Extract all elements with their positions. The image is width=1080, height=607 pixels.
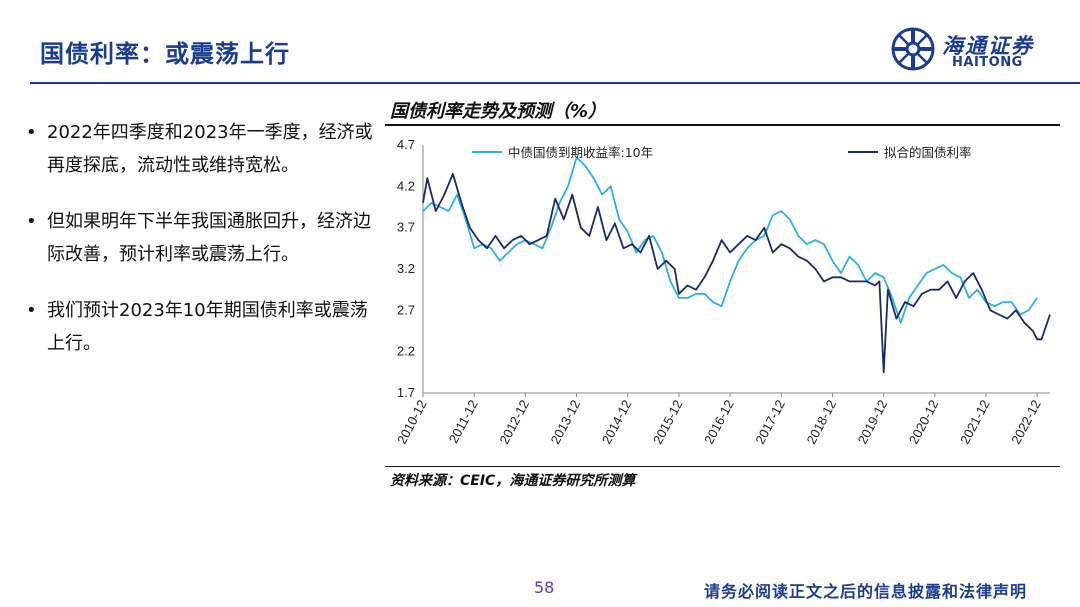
bullet-item: • 2022年四季度和2023年一季度，经济或再度探底，流动性或维持宽松。 [20, 116, 380, 182]
x-tick-label: 2015-12 [650, 397, 686, 446]
logo-english-text: HAITONG [952, 55, 1023, 70]
y-tick-label: 4.2 [397, 178, 415, 193]
bullet-dot: • [26, 211, 37, 232]
haitong-logo-icon [891, 27, 935, 71]
legend-label: 中债国债到期收益率:10年 [508, 145, 653, 160]
y-tick-label: 4.7 [397, 137, 415, 152]
series-lines [422, 156, 1051, 374]
legend-label: 拟合的国债利率 [884, 145, 972, 160]
series-line-1 [422, 156, 1038, 324]
x-tick-label: 2020-12 [906, 397, 942, 446]
y-tick-labels: 4.7 4.2 3.7 3.2 2.7 2.2 1.7 [397, 137, 415, 400]
chart-title: 国债利率走势及预测（%） [390, 101, 607, 122]
chart-axes [422, 145, 1050, 394]
y-tick-label: 3.2 [397, 261, 415, 276]
chart-source-note: 资料来源：CEIC，海通证券研究所测算 [390, 473, 636, 489]
company-logo: 海通证券 HAITONG [890, 26, 1060, 74]
chart-bottom-rule [385, 466, 1060, 467]
bullet-list: • 2022年四季度和2023年一季度，经济或再度探底，流动性或维持宽松。 • … [20, 116, 380, 360]
chart-legend: 中债国债到期收益率:10年 拟合的国债利率 [472, 145, 972, 160]
x-tick-label: 2018-12 [803, 397, 839, 446]
title-underline [30, 82, 1080, 84]
y-tick-label: 3.7 [397, 220, 415, 235]
legal-disclaimer[interactable]: 请务必阅读正文之后的信息披露和法律声明 [704, 582, 1028, 601]
logo-chinese-text: 海通证券 [942, 34, 1034, 58]
x-tick-label: 2013-12 [548, 397, 584, 446]
bullet-item: • 我们预计2023年10年期国债利率或震荡上行。 [20, 294, 380, 360]
x-tick-labels: 2010-12 2011-12 2012-12 2013-12 2014-12 2015-… [394, 393, 1044, 447]
rate-line-chart: 4.7 4.2 3.7 3.2 2.7 2.2 1.7 2010-12 2011-12 2012… [394, 137, 1051, 447]
x-tick-label: 2011-12 [446, 397, 481, 445]
bullet-dot: • [26, 122, 37, 143]
bullet-dot: • [26, 300, 37, 321]
series-line-2 [422, 173, 1051, 374]
bullet-text: 我们预计2023年10年期国债利率或震荡上行。 [47, 300, 368, 354]
x-tick-label: 2019-12 [855, 397, 891, 446]
x-tick-label: 2012-12 [496, 397, 532, 446]
bullet-item: • 但如果明年下半年我国通胀回升，经济边际改善，预计利率或震荡上行。 [20, 205, 380, 271]
x-tick-label: 2021-12 [957, 397, 993, 446]
page-number: 58 [534, 578, 555, 597]
x-tick-label: 2022-12 [1008, 397, 1044, 446]
bullet-text: 2022年四季度和2023年一季度，经济或再度探底，流动性或维持宽松。 [47, 122, 373, 176]
x-tick-label: 2017-12 [752, 397, 788, 446]
y-tick-label: 2.2 [397, 344, 415, 359]
bullet-text: 但如果明年下半年我国通胀回升，经济边际改善，预计利率或震荡上行。 [47, 211, 371, 265]
page-title: 国债利率：或震荡上行 [40, 40, 290, 68]
y-tick-label: 2.7 [397, 302, 415, 317]
chart-top-rule [385, 124, 1060, 126]
x-tick-label: 2016-12 [701, 397, 737, 446]
y-tick-label: 1.7 [397, 385, 415, 400]
x-tick-label: 2010-12 [394, 397, 430, 446]
x-tick-label: 2014-12 [599, 397, 635, 446]
